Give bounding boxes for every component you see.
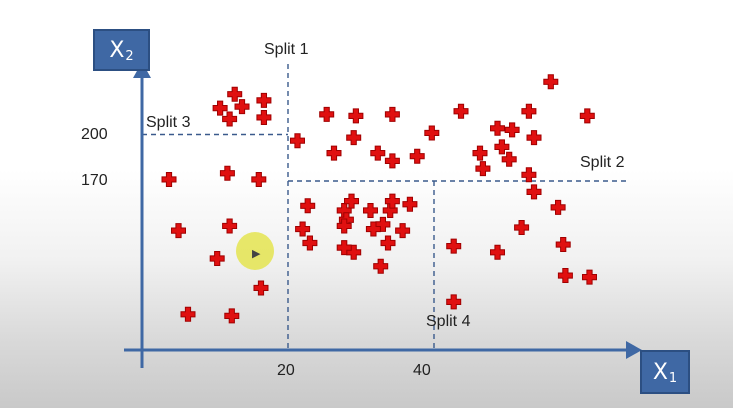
split-2-label: Split 2 bbox=[580, 154, 625, 171]
data-point bbox=[555, 237, 571, 253]
data-point bbox=[395, 223, 411, 239]
data-point bbox=[384, 193, 400, 209]
y-axis-label-subscript: 2 bbox=[125, 48, 134, 64]
data-point bbox=[222, 218, 238, 234]
data-point bbox=[300, 198, 316, 214]
data-point bbox=[346, 130, 362, 146]
data-point bbox=[302, 235, 318, 251]
split-4-label: Split 4 bbox=[426, 313, 471, 330]
data-point bbox=[362, 202, 378, 218]
data-point bbox=[219, 165, 235, 181]
data-point bbox=[326, 145, 342, 161]
data-point bbox=[581, 269, 597, 285]
data-point bbox=[256, 109, 272, 125]
split-3-label: Split 3 bbox=[146, 114, 191, 131]
split-lines bbox=[142, 64, 630, 350]
data-point bbox=[490, 120, 506, 136]
data-point bbox=[256, 92, 272, 108]
data-point bbox=[501, 151, 517, 167]
data-point bbox=[557, 268, 573, 284]
data-point bbox=[171, 223, 186, 239]
x-tick-20: 20 bbox=[277, 362, 295, 379]
data-point bbox=[526, 130, 542, 146]
data-point bbox=[521, 167, 537, 183]
x-tick-40: 40 bbox=[413, 362, 431, 379]
x-axis-label-text: X bbox=[652, 359, 668, 385]
mouse-pointer-icon: ▶ bbox=[252, 248, 261, 260]
data-point bbox=[446, 294, 462, 310]
data-point bbox=[526, 184, 542, 200]
data-point bbox=[579, 108, 595, 124]
data-point bbox=[370, 145, 386, 161]
data-point bbox=[494, 139, 510, 155]
data-point bbox=[514, 220, 530, 235]
x-axis-label-subscript: 1 bbox=[668, 370, 678, 386]
data-point bbox=[251, 171, 267, 187]
axes bbox=[124, 62, 642, 368]
data-point bbox=[543, 74, 559, 90]
data-point bbox=[344, 193, 360, 209]
data-point bbox=[380, 235, 396, 251]
data-points bbox=[161, 74, 597, 324]
data-point bbox=[424, 125, 440, 141]
data-point bbox=[475, 161, 491, 177]
x-axis-arrow-icon bbox=[626, 341, 642, 359]
data-point bbox=[446, 238, 462, 254]
data-point bbox=[319, 106, 335, 122]
data-point bbox=[384, 153, 400, 169]
data-point bbox=[490, 244, 506, 260]
data-point bbox=[409, 148, 425, 164]
cursor-highlight bbox=[236, 232, 274, 270]
data-point bbox=[209, 251, 225, 266]
y-tick-170: 170 bbox=[81, 172, 108, 189]
y-tick-200: 200 bbox=[81, 126, 108, 143]
data-point bbox=[289, 133, 305, 149]
data-point bbox=[472, 145, 488, 161]
data-point bbox=[384, 106, 400, 122]
data-point bbox=[373, 258, 389, 274]
data-point bbox=[521, 103, 537, 119]
data-point bbox=[550, 199, 566, 215]
y-axis-label-text: X bbox=[109, 37, 125, 63]
data-point bbox=[365, 221, 381, 237]
data-point bbox=[180, 306, 196, 322]
data-point bbox=[348, 108, 364, 124]
data-point bbox=[453, 103, 469, 119]
data-point bbox=[504, 122, 520, 138]
data-point bbox=[224, 308, 240, 324]
data-point bbox=[253, 280, 269, 296]
split-1-label: Split 1 bbox=[264, 41, 309, 58]
data-point bbox=[222, 111, 238, 127]
data-point bbox=[161, 171, 177, 187]
data-point bbox=[234, 99, 250, 115]
data-point bbox=[336, 240, 352, 256]
data-point bbox=[227, 86, 243, 102]
data-point bbox=[295, 221, 311, 237]
data-point bbox=[336, 218, 352, 234]
data-point bbox=[212, 100, 228, 116]
data-point bbox=[402, 196, 418, 212]
